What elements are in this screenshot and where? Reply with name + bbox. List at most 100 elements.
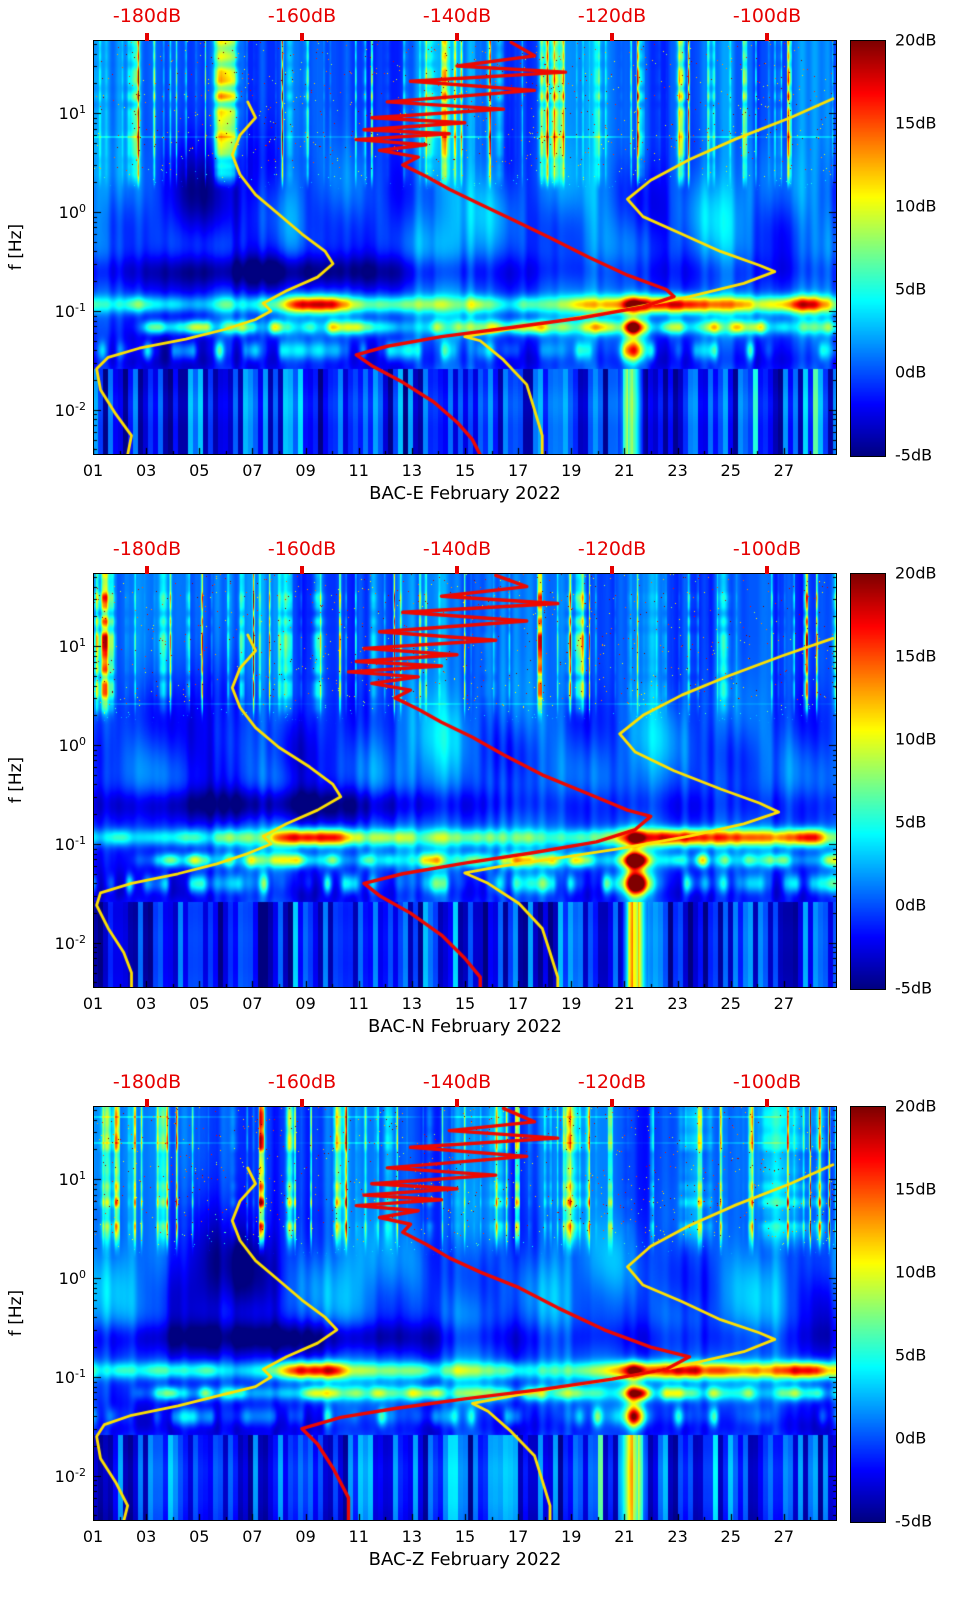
- y-tick-exponent: -2: [75, 399, 86, 413]
- x-tick-label: 11: [348, 461, 369, 480]
- colorbar-tick-label: 10dB: [895, 729, 937, 749]
- x-tick-label: 23: [667, 461, 688, 480]
- x-tick-label: 17: [507, 994, 529, 1013]
- top-axis-tick: [610, 33, 614, 41]
- x-tick-label: 25: [720, 461, 741, 480]
- panel-title-bac-z: BAC-Z February 2022: [368, 1549, 562, 1570]
- colorbar-tick-label: 0dB: [895, 895, 927, 915]
- x-tick-label: 03: [135, 994, 157, 1013]
- x-tick-label: 11: [348, 1527, 369, 1546]
- y-axis-label: f [Hz]: [6, 756, 26, 804]
- y-tick-label: 10-2: [54, 1465, 86, 1487]
- x-tick-label: 03: [135, 1527, 157, 1546]
- panel-bac-e: f [Hz] BAC-E February 2022 -180dB -160dB -…: [0, 0, 962, 533]
- y-axis-label: f [Hz]: [6, 223, 26, 271]
- y-tick-label: 101: [58, 1169, 86, 1190]
- top-axis-tick: [455, 1099, 459, 1107]
- y-tick-exponent: 0: [79, 734, 86, 748]
- x-tick-label: 05: [189, 994, 210, 1013]
- x-tick-label: 21: [614, 461, 635, 480]
- y-tick-label: 100: [58, 734, 86, 756]
- panel-bac-z: f [Hz] BAC-Z February 2022 -180dB -160dB -…: [0, 1066, 962, 1599]
- colorbar-tick-label: -5dB: [895, 1511, 933, 1531]
- spectrogram-bac-z: [93, 1106, 837, 1521]
- x-tick-label: 19: [561, 461, 582, 480]
- top-axis-label: -140dB: [422, 5, 492, 27]
- x-tick-label: 21: [614, 1527, 635, 1546]
- colorbar-bac-n: [850, 573, 886, 990]
- y-tick-label: 10-2: [54, 932, 86, 954]
- y-tick-label: 101: [58, 636, 86, 657]
- y-tick-exponent: 0: [79, 1267, 86, 1281]
- y-tick-exponent: 1: [79, 636, 86, 650]
- x-tick-label: 01: [82, 461, 104, 480]
- y-tick-exponent: -2: [75, 1465, 86, 1479]
- x-tick-label: 25: [720, 994, 741, 1013]
- y-axis-label: f [Hz]: [6, 1289, 26, 1337]
- colorbar-tick-label: 20dB: [895, 1096, 937, 1116]
- top-axis-label: -120dB: [577, 538, 647, 560]
- top-axis-tick: [765, 566, 769, 574]
- x-tick-label: 17: [507, 461, 529, 480]
- top-axis-label: -100dB: [732, 538, 802, 560]
- colorbar-tick-label: 20dB: [895, 30, 937, 50]
- y-tick-exponent: -2: [75, 932, 86, 946]
- colorbar-tick-label: 10dB: [895, 1262, 937, 1282]
- x-tick-label: 05: [189, 461, 210, 480]
- top-axis-tick: [610, 1099, 614, 1107]
- top-axis-tick: [300, 1099, 304, 1107]
- colorbar-tick-label: 0dB: [895, 1428, 927, 1448]
- top-axis-label: -100dB: [732, 1071, 802, 1093]
- top-axis-tick: [145, 1099, 149, 1107]
- x-tick-label: 09: [295, 994, 316, 1013]
- panel-title-bac-n: BAC-N February 2022: [368, 1016, 562, 1037]
- x-tick-label: 07: [242, 461, 263, 480]
- x-tick-label: 13: [401, 1527, 423, 1546]
- top-axis-tick: [455, 33, 459, 41]
- x-tick-label: 15: [454, 1527, 476, 1546]
- x-tick-label: 23: [667, 1527, 688, 1546]
- colorbar-tick-label: 5dB: [895, 812, 927, 832]
- colorbar-tick-label: 15dB: [895, 646, 937, 666]
- top-axis-label: -180dB: [112, 538, 182, 560]
- top-axis-tick: [145, 566, 149, 574]
- y-tick-exponent: -1: [75, 1366, 86, 1380]
- x-tick-label: 15: [454, 994, 476, 1013]
- top-axis-label: -140dB: [422, 1071, 492, 1093]
- x-tick-label: 27: [773, 461, 795, 480]
- colorbar-tick-label: 15dB: [895, 1179, 937, 1199]
- top-axis-tick: [145, 33, 149, 41]
- x-tick-label: 13: [401, 461, 423, 480]
- top-axis-label: -160dB: [267, 5, 337, 27]
- x-tick-label: 25: [720, 1527, 741, 1546]
- x-tick-label: 01: [82, 1527, 104, 1546]
- top-axis-tick: [765, 1099, 769, 1107]
- colorbar-tick-label: -5dB: [895, 445, 933, 465]
- top-axis-label: -160dB: [267, 538, 337, 560]
- top-axis-label: -120dB: [577, 1071, 647, 1093]
- colorbar-bac-e: [850, 40, 886, 457]
- x-tick-label: 05: [189, 1527, 210, 1546]
- colorbar-tick-label: 20dB: [895, 563, 937, 583]
- colorbar-tick-label: -5dB: [895, 978, 933, 998]
- top-axis-label: -160dB: [267, 1071, 337, 1093]
- x-tick-label: 09: [295, 1527, 316, 1546]
- x-tick-label: 19: [561, 1527, 582, 1546]
- y-tick-label: 100: [58, 201, 86, 223]
- x-tick-label: 27: [773, 994, 795, 1013]
- x-tick-label: 13: [401, 994, 423, 1013]
- colorbar-tick-label: 5dB: [895, 279, 927, 299]
- x-tick-label: 09: [295, 461, 316, 480]
- y-tick-exponent: -1: [75, 833, 86, 847]
- top-axis-tick: [300, 33, 304, 41]
- x-tick-label: 19: [561, 994, 582, 1013]
- top-axis-tick: [765, 33, 769, 41]
- spectrogram-bac-e: [93, 40, 837, 455]
- top-axis-label: -180dB: [112, 5, 182, 27]
- top-axis-label: -100dB: [732, 5, 802, 27]
- y-tick-label: 10-2: [54, 399, 86, 421]
- y-tick-exponent: 1: [79, 1169, 86, 1183]
- y-tick-label: 10-1: [54, 1366, 86, 1388]
- panel-bac-n: f [Hz] BAC-N February 2022 -180dB -160dB -…: [0, 533, 962, 1066]
